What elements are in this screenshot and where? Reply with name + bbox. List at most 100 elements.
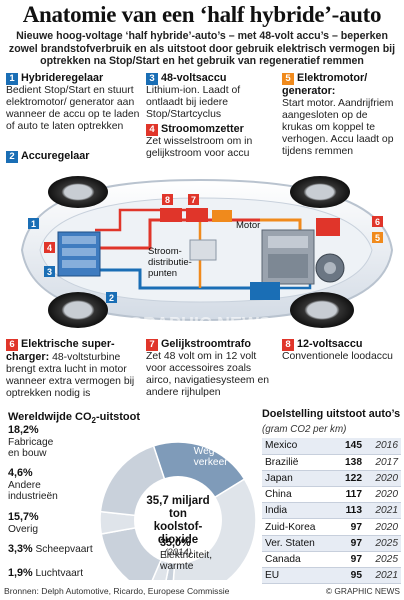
intro-text: Nieuwe hoog-voltage ‘half hybride’-auto’… (8, 30, 396, 68)
component-4-text: Zet wisselstroom om in gelijkstroom voor… (146, 136, 253, 159)
component-3: 3 48-voltsaccu Lithium-ion. Laadt of ontl… (146, 72, 274, 121)
component-2: 2 Accuregelaar (6, 150, 142, 163)
cell-country: India (262, 502, 337, 520)
marker-7: 7 (188, 194, 199, 205)
converter-7 (186, 208, 208, 222)
cell-country: Mexico (262, 438, 337, 455)
cell-country: Canada (262, 551, 337, 569)
legend-wegverkeer: 21,3% Weg- verkeer (188, 433, 228, 468)
credit: © GRAPHIC NEWS (325, 586, 400, 596)
component-5-text: Start motor. Aandrijfriem aangesloten op… (282, 98, 394, 157)
table-row: Brazilië 138 2017 (262, 454, 401, 471)
distribution-unit (189, 239, 217, 261)
wheel-rear-right (48, 292, 108, 328)
targets-table: Mexico 145 2016 Brazilië 138 2017 Japan 122 2020… (262, 438, 401, 585)
component-6: 6 Elektrische super- charger: 48-voltstur… (6, 338, 142, 400)
table-row: Zuid-Korea 97 2020 (262, 518, 401, 536)
wheel-front-right (290, 292, 354, 328)
label-distribution-2: distributie- (148, 257, 192, 268)
cell-country: Brazilië (262, 454, 337, 471)
badge-2: 2 (6, 151, 18, 163)
component-3-text: Lithium-ion. Laadt of ontlaadt bij ieder… (146, 85, 241, 120)
badge-1: 1 (6, 73, 18, 85)
component-7: 7 Gelijkstroomtrafo Zet 48 volt om in 12 … (146, 338, 278, 399)
label-distribution-3: punten (148, 268, 177, 279)
cell-value: 138 (337, 454, 365, 471)
badge-4: 4 (146, 124, 158, 136)
component-7-title: Gelijkstroomtrafo (161, 338, 251, 350)
component-1-title: Hybrideregelaar (21, 72, 104, 84)
cell-country: EU (262, 567, 337, 585)
svg-text:7: 7 (191, 195, 196, 205)
component-8-text: Conventionele loodaccu (282, 351, 393, 362)
component-6-title: Elektrische super- charger: (6, 338, 115, 363)
component-1-text: Bedient Stop/Start en stuurt elektromoto… (6, 85, 140, 132)
wheel-rear-left (48, 176, 108, 208)
table-row: Japan 122 2020 (262, 470, 401, 488)
component-8-title: 12-voltsaccu (297, 338, 363, 350)
svg-text:6: 6 (375, 217, 380, 227)
cell-year: 2025 (365, 551, 401, 569)
table-row: EU 95 2021 (262, 567, 401, 585)
badge-8: 8 (282, 339, 294, 351)
label-motor: Motor (236, 220, 260, 231)
component-3-title: 48-voltsaccu (161, 72, 227, 84)
marker-8: 8 (162, 194, 173, 205)
cell-value: 122 (337, 470, 365, 488)
pie-center (134, 476, 222, 564)
table-row: Canada 97 2025 (262, 551, 401, 569)
component-4: 4 Stroomomzetter Zet wisselstroom om in g… (146, 123, 276, 160)
component-8: 8 12-voltsaccu Conventionele loodaccu (282, 338, 400, 363)
cell-country: Ver. Staten (262, 535, 337, 552)
table-row: Mexico 145 2016 (262, 438, 401, 455)
marker-1: 1 (28, 218, 39, 229)
component-5-title: Elektromotor/ generator: (282, 72, 368, 97)
cell-year: 2025 (365, 535, 401, 552)
watermark: GRAPHIC NEWS (129, 314, 271, 334)
cell-year: 2020 (365, 518, 401, 536)
cell-country: Japan (262, 470, 337, 488)
component-6-text: 48-voltsturbine brengt extra lucht in mo… (6, 352, 135, 399)
cell-value: 95 (337, 567, 365, 585)
cell-year: 2021 (365, 567, 401, 585)
targets-subtitle: (gram CO2 per km) (262, 424, 347, 435)
cell-year: 2016 (365, 438, 401, 455)
converter-8 (160, 208, 182, 222)
legend-scheepvaart: 3,3% Scheepvaart (8, 543, 93, 555)
emissions-title: Wereldwijde CO2-uitstoot (8, 411, 140, 426)
wheel-front-left (290, 176, 350, 208)
legend-luchtvaart: 1,9% Luchtvaart (8, 567, 84, 579)
component-1: 1 Hybrideregelaar Bedient Stop/Start en s… (6, 72, 142, 133)
svg-text:1: 1 (31, 219, 36, 229)
label-distribution-1: Stroom- (148, 246, 182, 257)
car-diagram: 1 2 3 4 5 6 7 8 Motor Stroom- distributi… (0, 170, 404, 340)
cell-year: 2017 (365, 454, 401, 471)
badge-6: 6 (6, 339, 18, 351)
legend-fabricage: 18,2% Fabricage en bouw (8, 424, 54, 459)
cell-value: 97 (337, 535, 365, 552)
emissions-pie-chart: 35,7 miljard ton koolstof- dioxide (2014… (99, 441, 257, 580)
targets-title: Doelstelling uitstoot auto’s (262, 408, 401, 420)
pie-center-4: dioxide (158, 534, 198, 546)
component-4-title: Stroomomzetter (161, 123, 244, 135)
pie-center-1: 35,7 miljard (146, 495, 209, 507)
cell-value: 145 (337, 438, 365, 455)
badge-7: 7 (146, 339, 158, 351)
badge-3: 3 (146, 73, 158, 85)
marker-5: 5 (372, 232, 383, 243)
cell-value: 97 (337, 518, 365, 536)
supercharger (316, 218, 340, 236)
badge-5: 5 (282, 73, 294, 85)
marker-2: 2 (106, 292, 117, 303)
marker-3: 3 (44, 266, 55, 277)
svg-text:8: 8 (165, 195, 170, 205)
svg-text:4: 4 (47, 243, 52, 253)
cell-country: China (262, 486, 337, 504)
cell-value: 117 (337, 486, 365, 504)
cell-value: 97 (337, 551, 365, 569)
component-7-text: Zet 48 volt om in 12 volt voor accessoir… (146, 351, 270, 398)
cell-year: 2020 (365, 470, 401, 488)
svg-text:3: 3 (47, 267, 52, 277)
table-row: China 117 2020 (262, 486, 401, 504)
sources: Bronnen: Delph Automotive, Ricardo, Euro… (4, 586, 230, 596)
